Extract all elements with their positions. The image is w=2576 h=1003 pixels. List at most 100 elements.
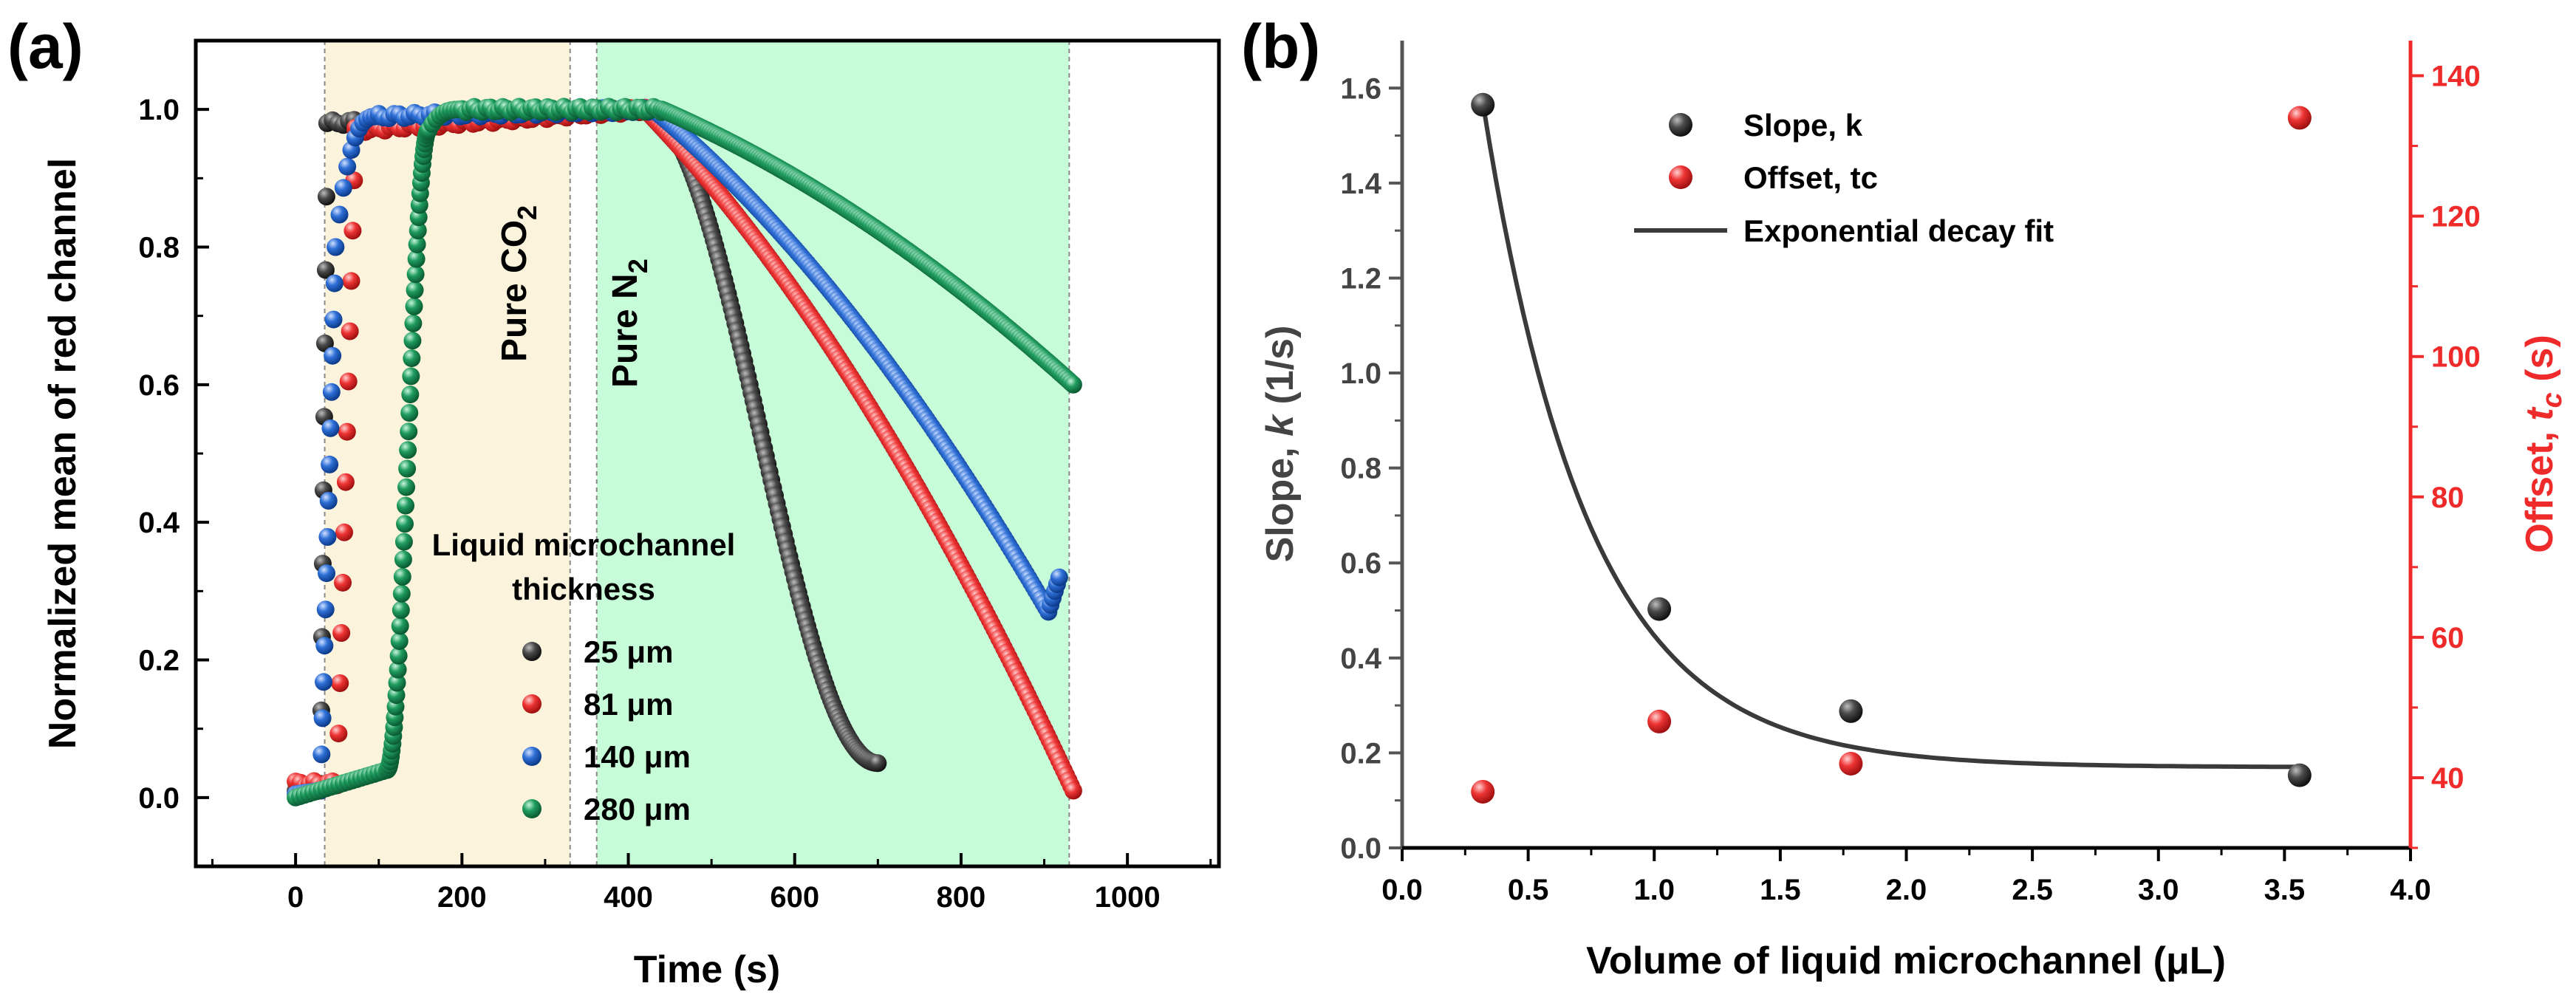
x-tick-label: 200 <box>437 881 487 914</box>
points-group <box>1471 92 2312 804</box>
data-point-81um <box>332 624 351 642</box>
legend-marker-81um <box>522 694 541 713</box>
right-y-axis-label: Offset, tc (s) <box>2518 335 2568 553</box>
x-tick-label: 3.0 <box>2138 874 2179 906</box>
y-tick-label: 0.0 <box>138 782 180 815</box>
right-y-tick-label: 60 <box>2431 622 2464 654</box>
data-point-81um <box>339 372 358 391</box>
panel-b: (b) 0.0 0.5 1.0 1.5 2.0 2.5 3.0 3.5 4.0 0.00.20.… <box>1241 12 2568 982</box>
pure-co2-subscript: 2 <box>512 205 542 220</box>
y-axis-ticks: 0.0 0.2 0.4 0.6 0.8 1.0 <box>138 94 209 815</box>
left-y-axis-ticks: 0.0 0.2 0.4 0.6 0.8 1.0 1.2 1.4 1.6 <box>1340 72 1402 865</box>
data-point-81um <box>342 272 361 290</box>
x-tick-label: 1.0 <box>1633 874 1675 906</box>
series-280um <box>287 97 1082 807</box>
slope-point <box>1647 597 1672 621</box>
data-point-280um <box>400 404 419 422</box>
data-point-280um <box>398 459 417 478</box>
legend-label-25um: 25 μm <box>584 634 673 669</box>
legend-label-140um: 140 μm <box>584 739 691 774</box>
right-y-tick-label: 80 <box>2431 482 2464 514</box>
x-tick-label: 4.0 <box>2390 874 2431 906</box>
data-point-81um <box>334 573 352 592</box>
shaded-regions <box>324 41 1070 866</box>
pure-co2-annotation: Pure CO2 <box>495 205 542 362</box>
data-point-140um <box>325 274 344 292</box>
data-point-81um <box>331 674 349 692</box>
data-point-140um <box>330 205 349 224</box>
data-point-280um <box>406 265 425 284</box>
left-y-axis-label: Slope, k (1/s) <box>1259 326 1302 563</box>
data-series-group <box>287 97 1082 807</box>
data-point-280um <box>394 533 413 551</box>
x-tick-label: 0.0 <box>1381 874 1423 906</box>
data-point-140um <box>321 455 339 473</box>
data-point-140um <box>319 492 338 510</box>
x-tick-label: 800 <box>937 881 986 914</box>
offset-point <box>1471 779 1495 804</box>
pure-n2-region <box>596 41 1070 866</box>
data-point-280um <box>404 314 423 332</box>
pure-n2-subscript: 2 <box>623 259 653 273</box>
series-140um <box>287 98 1068 804</box>
slope-point <box>1471 92 1495 117</box>
legend-label-280um: 280 μm <box>584 792 691 826</box>
data-point-25um <box>869 754 887 773</box>
fit-group <box>1480 102 2300 770</box>
panel-a-label: (a) <box>7 12 83 81</box>
legend-label-fit: Exponential decay fit <box>1743 213 2054 248</box>
data-point-280um <box>389 646 408 665</box>
data-point-280um <box>397 496 414 515</box>
data-point-140um <box>315 673 332 691</box>
left-y-tick-label: 0.0 <box>1340 832 1381 865</box>
data-point-280um <box>401 386 420 404</box>
data-point-81um <box>329 725 348 743</box>
data-point-140um <box>315 637 334 655</box>
legend-marker-slope <box>1669 113 1692 137</box>
legend-title-line1: Liquid microchannel <box>432 527 736 562</box>
x-axis-ticks-b: 0.0 0.5 1.0 1.5 2.0 2.5 3.0 3.5 4.0 <box>1381 848 2431 906</box>
left-y-tick-label: 1.0 <box>1340 357 1381 390</box>
data-point-280um <box>392 601 410 619</box>
left-y-tick-label: 1.6 <box>1340 72 1381 105</box>
data-point-280um <box>1064 375 1082 394</box>
y-tick-label: 0.2 <box>138 645 180 677</box>
data-point-280um <box>403 349 421 368</box>
legend-label-offset: Offset, tc <box>1743 160 1878 195</box>
data-point-280um <box>408 235 426 253</box>
offset-point <box>1839 751 1863 776</box>
left-y-tick-label: 1.4 <box>1340 168 1381 200</box>
x-tick-label: 3.5 <box>2264 874 2306 906</box>
legend-marker-280um <box>522 799 541 818</box>
data-point-280um <box>403 332 422 350</box>
data-point-140um <box>313 709 332 728</box>
panel-b-label: (b) <box>1241 12 1320 81</box>
x-axis-label-a: Time (s) <box>634 948 780 991</box>
data-point-280um <box>402 367 420 386</box>
data-point-280um <box>400 422 418 441</box>
data-point-280um <box>391 617 409 635</box>
y-tick-label: 1.0 <box>138 94 180 126</box>
data-point-280um <box>392 584 411 603</box>
right-y-tick-label: 40 <box>2431 762 2464 795</box>
data-point-280um <box>399 441 417 459</box>
data-point-280um <box>393 567 411 586</box>
left-y-tick-label: 1.2 <box>1340 262 1381 295</box>
data-point-25um <box>316 261 335 279</box>
offset-point <box>2287 106 2312 130</box>
slope-point <box>1839 699 1863 723</box>
data-point-81um <box>336 473 355 491</box>
right-y-tick-label: 100 <box>2431 341 2481 374</box>
y-axis-label-a: Normalized mean of red channel <box>41 158 84 749</box>
data-point-140um <box>334 179 352 197</box>
x-axis-label-b: Volume of liquid microchannel (μL) <box>1586 939 2226 982</box>
x-tick-label: 1000 <box>1095 881 1161 914</box>
data-point-280um <box>394 550 412 569</box>
right-y-axis-ticks: 40 60 80 100 120 140 <box>2411 61 2481 849</box>
data-point-140um <box>312 745 331 764</box>
data-point-280um <box>405 297 423 315</box>
legend-label-81um: 81 μm <box>584 687 673 722</box>
data-point-140um <box>1050 568 1068 586</box>
data-point-140um <box>316 600 335 619</box>
